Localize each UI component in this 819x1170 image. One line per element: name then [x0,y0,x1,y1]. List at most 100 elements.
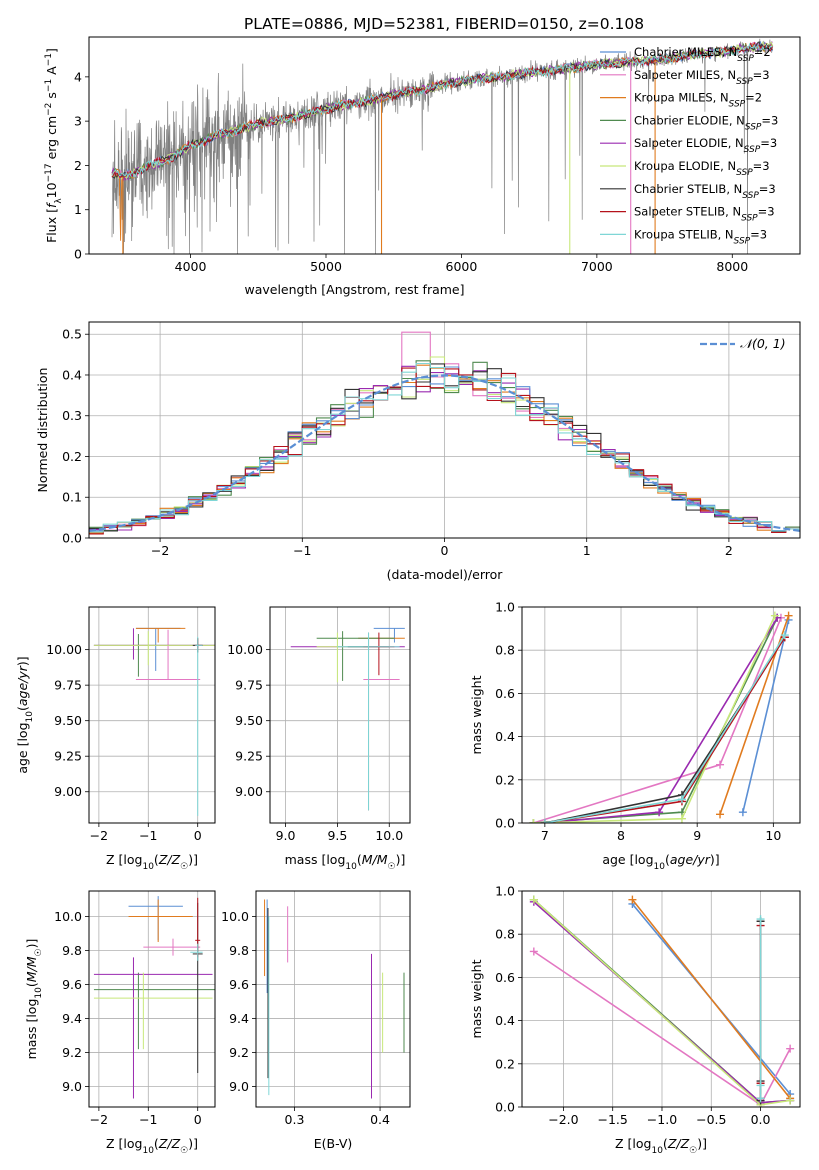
weight-line-salpeter_miles [533,617,782,823]
plot-area [529,611,793,823]
x-axis-label: age [log10(age/yr)] [602,852,719,872]
histogram-chabrier_elodie [89,360,800,532]
weight-marker-kroupa_elodie [529,895,538,904]
y-tick-label: 0.0 [495,1100,515,1115]
y-tick-label: 10.0 [221,909,249,924]
x-axis-label: Z [log10(Z/Z☉)] [106,852,198,872]
y-tick-label: 1 [74,202,82,217]
x-tick-label: 0.3 [285,1112,305,1127]
x-tick-label: 0.0 [751,1112,771,1127]
x-tick-label: −1 [139,828,157,843]
age-vs-mass-panel: 9.0 9.5 10.0 9.00 9.25 9.50 9.75 10.00 mass [log… [227,606,411,872]
x-axis-label: Z [log10(Z/Z☉)] [106,1136,198,1156]
x-tick-label: 2 [725,543,733,558]
weight-marker-kroupa_miles [628,895,637,904]
x-tick-label: −0.5 [696,1112,726,1127]
x-axis-label: Z [log10(Z/Z☉)] [615,1136,707,1156]
y-tick-label: 0.2 [495,1056,515,1071]
y-tick-label: 3 [74,114,82,129]
y-tick-label: 9.6 [229,977,249,992]
y-tick-label: 9.4 [229,1011,249,1026]
y-tick-label: 9.25 [54,749,82,764]
x-tick-label: 4000 [175,259,207,274]
y-tick-label: 0.3 [62,408,82,423]
weight-marker-chabrier_miles [738,808,747,817]
weight-marker-kroupa_stelib [756,915,765,924]
y-tick-label: 10.00 [227,642,263,657]
x-tick-label: −2 [90,828,108,843]
weight-marker-kroupa_stelib [756,1081,765,1090]
y-tick-label: 9.50 [54,713,82,728]
weight-marker-kroupa_stelib [540,819,549,823]
weight-line-chabrier_miles [742,619,790,813]
weight-marker-kroupa_elodie [770,611,779,620]
y-axis-label: Normed distribution [35,368,50,493]
weight-line-salpeter_elodie [544,617,778,823]
plot-area [290,627,405,811]
weight-marker-kroupa_miles [784,611,793,620]
x-axis-label: (data-model)/error [387,567,504,582]
mass-vs-ebv-panel: 0.3 0.4 9.0 9.2 9.4 9.6 9.8 10.0 E(B-V) [221,890,411,1151]
x-tick-label: 9 [693,828,701,843]
weight-marker-kroupa_stelib [780,631,789,640]
plot-area [111,38,774,254]
y-axis-label: mass [log10(M/M☉)] [24,939,44,1060]
x-tick-label: −2 [90,1112,108,1127]
y-tick-label: 9.0 [229,1079,249,1094]
y-tick-label: 9.00 [235,784,263,799]
y-tick-label: 0.0 [62,531,82,546]
x-tick-label: 5000 [310,259,342,274]
weight-vs-age-panel: 7 8 9 10 0.0 0.2 0.4 0.6 0.8 1.0 age [log10(age/yr… [469,600,801,872]
y-tick-label: 0.4 [62,367,82,382]
y-tick-label: 1.0 [495,884,515,899]
axes-frame [269,606,411,824]
x-axis-label: E(B-V) [314,1136,353,1151]
plot-area [93,627,215,816]
axes-frame [88,890,216,1108]
legend-label-kroupa_elodie: Kroupa ELODIE, NSSP=3 [634,159,770,178]
x-tick-label: 0.4 [370,1112,390,1127]
y-tick-label: 9.50 [235,713,263,728]
y-tick-label: 9.8 [62,943,82,958]
x-tick-label: 6000 [446,259,478,274]
y-tick-label: 0.4 [495,1013,515,1028]
legend-label-kroupa_miles: Kroupa MILES, NSSP=2 [634,91,762,110]
y-tick-label: 9.2 [62,1045,82,1060]
model-spectrum-kroupa_stelib [111,42,773,179]
legend-label-chabrier_miles: Chabrier MILES, NSSP=2 [634,45,771,64]
plot-area [93,896,215,1099]
x-tick-label: 0 [194,1112,202,1127]
x-tick-label: 1 [583,543,591,558]
x-tick-label: 7000 [581,259,613,274]
legend-label-kroupa_stelib: Kroupa STELIB, NSSP=3 [634,227,767,246]
x-tick-label: 8 [617,828,625,843]
residuals-panel: −2 −1 0 1 2 0.0 0.1 0.2 0.3 0.4 0.5 (data-model)/er… [35,321,801,582]
legend-label-gaussian: 𝒩(0, 1) [740,336,786,351]
y-axis-label: Flux [fλ10−17 erg cm−2 s−1 A−1] [44,48,64,243]
weight-vs-z-panel: −2.0 −1.5 −1.0 −0.5 0.0 0.0 0.2 0.4 0.6 0.8 1.0 Z [… [469,884,801,1156]
weight-marker-salpeter_miles [716,760,725,769]
weight-marker-salpeter_miles [529,947,538,956]
weight-marker-kroupa_elodie [529,819,538,823]
y-tick-label: 0.2 [495,772,515,787]
plot-area [89,331,800,535]
weight-marker-kroupa_miles [716,810,725,819]
y-tick-label: 0.1 [62,490,82,505]
y-tick-label: 2 [74,158,82,173]
y-tick-label: 0.4 [495,729,515,744]
age-vs-z-panel: −2 −1 0 9.00 9.25 9.50 9.75 10.00 Z [log10(Z/Z☉)… [15,606,216,872]
y-tick-label: 10.0 [54,909,82,924]
axes-frame [88,606,216,824]
y-tick-label: 0.6 [495,970,515,985]
x-tick-label: 0 [441,543,449,558]
x-tick-label: 10 [765,828,781,843]
weight-marker-salpeter_miles [786,1044,795,1053]
spectrum-panel: 4000 5000 6000 7000 8000 0 1 2 3 4 wavelength [Ang… [44,36,801,297]
y-tick-label: 9.2 [229,1045,249,1060]
legend-label-salpeter_elodie: Salpeter ELODIE, NSSP=3 [634,136,777,155]
y-tick-label: 9.0 [62,1079,82,1094]
weight-marker-kroupa_elodie [786,1096,795,1105]
weight-line-kroupa_miles [631,899,791,1099]
y-tick-label: 0.8 [495,927,515,942]
legend-label-chabrier_elodie: Chabrier ELODIE, NSSP=3 [634,113,778,132]
